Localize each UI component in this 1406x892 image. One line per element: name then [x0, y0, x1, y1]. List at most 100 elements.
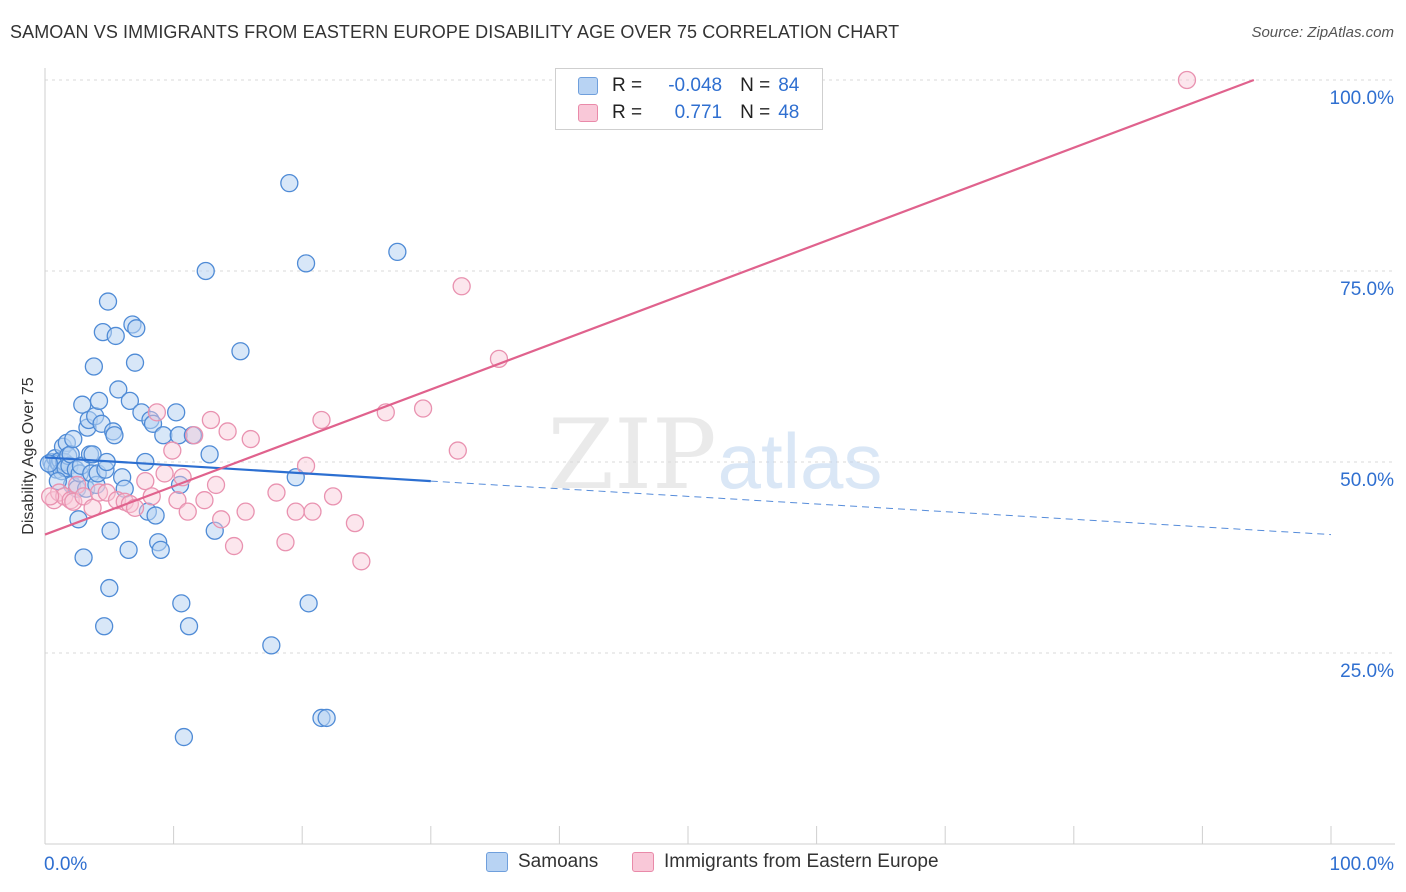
samoans-swatch	[578, 77, 598, 95]
samoans-point	[299, 594, 318, 613]
samoans-point	[196, 261, 215, 281]
samoans-point	[231, 342, 250, 361]
immigrants-point	[296, 456, 316, 475]
immigrants-swatch	[632, 852, 654, 872]
legend-n-label: N =	[740, 75, 771, 96]
immigrants-point	[267, 483, 286, 502]
immigrants-point	[448, 441, 467, 460]
immigrants-point	[155, 464, 174, 483]
legend-n-value: 84	[778, 75, 800, 96]
bottom-legend-label: Samoans	[518, 851, 599, 872]
grid-lines	[45, 79, 1395, 654]
samoans-point	[296, 254, 316, 273]
immigrants-point	[212, 510, 231, 529]
bottom-legend-label: Immigrants from Eastern Europe	[664, 851, 939, 872]
immigrants-point	[178, 502, 197, 521]
samoans-point	[174, 727, 194, 747]
immigrants-point	[195, 491, 214, 510]
watermark-atlas: atlas	[718, 417, 883, 505]
samoans-point	[127, 319, 146, 338]
legend-n-value: 48	[778, 102, 800, 123]
samoans-point	[83, 445, 102, 464]
samoans-point	[167, 403, 186, 422]
immigrants-point	[241, 429, 260, 449]
immigrants-point	[163, 441, 182, 460]
legend-n-label: N =	[740, 102, 771, 123]
immigrants-point	[64, 492, 83, 511]
y-tick-label: 25.0%	[1340, 661, 1394, 682]
immigrants-point	[276, 533, 295, 552]
legend-r-value: -0.048	[668, 75, 723, 96]
samoans-point	[64, 429, 83, 449]
immigrants-point	[286, 502, 305, 521]
immigrants-point	[452, 277, 471, 296]
immigrants-point	[89, 483, 109, 502]
immigrants-points	[40, 70, 1197, 571]
samoans-point	[120, 391, 140, 411]
samoans-point	[101, 521, 120, 540]
samoans-point	[98, 292, 118, 311]
immigrants-point	[40, 487, 60, 506]
samoans-point	[146, 506, 165, 525]
watermark: ZIP atlas	[547, 399, 882, 511]
immigrants-point	[303, 502, 322, 521]
samoans-swatch	[486, 852, 508, 872]
immigrants-swatch	[578, 104, 598, 122]
samoans-point	[109, 380, 128, 399]
legend-row-immigrants: R = 0.771 N = 48	[578, 100, 799, 126]
immigrants-point	[413, 399, 433, 418]
samoans-point	[89, 391, 109, 411]
immigrants-point	[312, 410, 331, 430]
samoans-point	[119, 540, 138, 560]
samoans-point	[205, 521, 224, 540]
samoans-point	[151, 540, 170, 560]
bottom-legend: Samoans Immigrants from Eastern Europe	[0, 851, 1406, 877]
immigrants-point	[147, 403, 167, 422]
immigrants-point	[206, 475, 226, 495]
samoans-point	[143, 414, 163, 433]
immigrants-trend-line	[44, 78, 1255, 536]
samoans-points	[39, 173, 407, 747]
legend-row-samoans: R = -0.048 N = 84	[578, 73, 799, 99]
watermark-zip: ZIP	[547, 399, 716, 511]
immigrants-point	[68, 475, 87, 495]
tick-labels: 25.0% 50.0% 75.0% 100.0% 0.0% 100.0%	[44, 88, 1394, 875]
y-tick-label: 75.0%	[1340, 279, 1394, 300]
bottom-legend-immigrants[interactable]: Immigrants from Eastern Europe	[632, 851, 939, 873]
legend-r-label: R =	[612, 75, 643, 96]
immigrants-point	[1177, 70, 1197, 90]
samoans-point	[100, 578, 119, 598]
immigrants-point	[201, 410, 221, 430]
samoans-point	[95, 617, 114, 636]
samoans-point	[105, 426, 124, 445]
samoans-point	[84, 357, 104, 376]
immigrants-point	[323, 487, 343, 506]
immigrants-point	[97, 483, 116, 502]
chart-title: SAMOAN VS IMMIGRANTS FROM EASTERN EUROPE…	[10, 22, 900, 42]
immigrants-point	[125, 498, 145, 517]
immigrants-point	[168, 491, 187, 510]
y-tick-label: 50.0%	[1340, 470, 1394, 491]
immigrants-point	[224, 536, 244, 556]
legend-r-value: 0.771	[674, 102, 723, 123]
stats-legend: R = -0.048 N = 84 R = 0.771 N = 48	[555, 68, 823, 130]
samoans-trend-line	[44, 456, 431, 483]
immigrants-point	[352, 552, 371, 571]
samoans-point	[172, 594, 191, 613]
bottom-legend-samoans[interactable]: Samoans	[486, 851, 598, 873]
immigrants-point	[345, 513, 365, 533]
samoans-trend-extension	[430, 480, 1332, 536]
samoans-point	[106, 326, 125, 346]
immigrants-point	[218, 422, 237, 441]
samoans-point	[200, 445, 219, 464]
immigrants-point	[236, 502, 255, 521]
samoans-point	[388, 242, 407, 262]
x-tick-label: 100.0%	[1330, 854, 1395, 875]
samoans-point	[74, 548, 93, 567]
immigrants-point	[136, 471, 155, 491]
samoans-point	[262, 636, 281, 655]
samoans-point	[39, 454, 59, 473]
trend-lines	[44, 78, 1332, 536]
y-tick-label: 100.0%	[1330, 88, 1395, 109]
immigrants-point	[185, 426, 204, 445]
